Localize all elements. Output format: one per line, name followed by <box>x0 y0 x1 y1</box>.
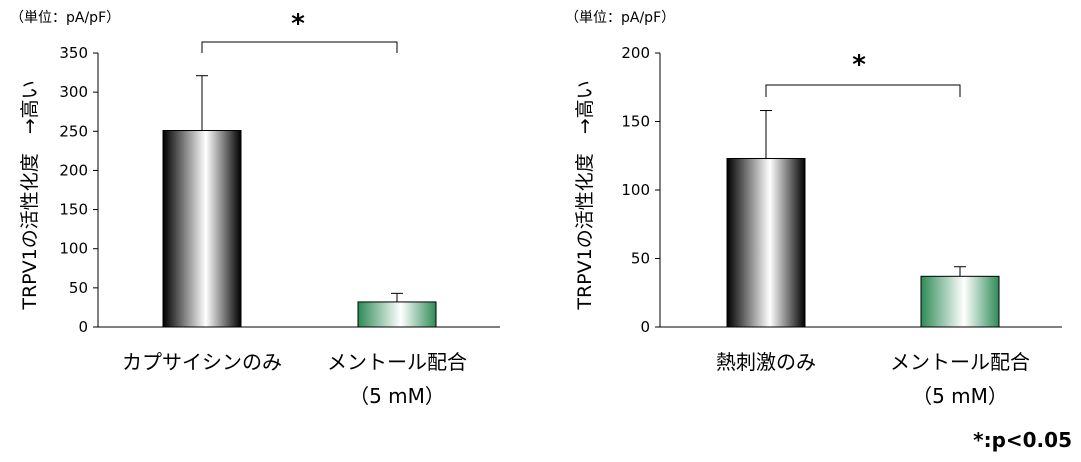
category-label-1-sub: （5 mM） <box>349 384 445 408</box>
y-tick-labels: 0 50 100 150 200 <box>621 44 660 336</box>
bars <box>726 110 1000 328</box>
y-tick-label: 350 <box>59 44 88 62</box>
chart-heat: （単位：pA/pF） TRPV1の活性化度 →高い 0 50 100 150 200 熱… <box>565 10 1062 408</box>
axes <box>97 53 500 328</box>
chart-capsaicin: （単位：pA/pF） TRPV1の活性化度 →高い 0 50 100 150 200 25… <box>10 9 500 408</box>
y-tick-label: 250 <box>59 122 88 140</box>
y-tick-label: 0 <box>78 318 88 336</box>
bar-0 <box>726 157 806 328</box>
significance-mark: * <box>291 9 305 39</box>
y-tick-label: 150 <box>621 113 650 131</box>
significance-bracket <box>765 84 961 97</box>
category-label-0: 熱刺激のみ <box>716 350 816 374</box>
category-label-1-sub: （5 mM） <box>912 384 1008 408</box>
footnote-p-value: *:p<0.05 <box>973 428 1072 452</box>
y-tick-label: 200 <box>621 44 650 62</box>
category-label-1: メントール配合 <box>890 350 1030 374</box>
category-label-1: メントール配合 <box>327 350 467 374</box>
y-tick-label: 200 <box>59 161 88 179</box>
bar-1 <box>920 275 1000 328</box>
y-tick-label: 50 <box>69 279 88 297</box>
y-tick-label: 100 <box>59 240 88 258</box>
y-tick-label: 150 <box>59 201 88 219</box>
unit-label: （単位：pA/pF） <box>10 10 120 26</box>
axes <box>659 53 1062 328</box>
y-tick-label: 0 <box>640 318 650 336</box>
bar-1 <box>357 301 437 328</box>
category-label-0: カプサイシンのみ <box>122 350 282 374</box>
y-axis-label: TRPV1の活性化度 →高い <box>574 80 596 310</box>
bracket-line <box>201 41 398 53</box>
y-axis-label: TRPV1の活性化度 →高い <box>19 80 41 310</box>
significance-mark: * <box>852 50 866 80</box>
bars <box>162 75 437 328</box>
y-tick-label: 100 <box>621 181 650 199</box>
bracket-line <box>765 84 961 97</box>
y-tick-label: 300 <box>59 83 88 101</box>
unit-label: （単位：pA/pF） <box>565 10 675 26</box>
y-tick-labels: 0 50 100 150 200 250 300 350 <box>59 44 98 336</box>
y-tick-label: 50 <box>631 250 650 268</box>
significance-bracket <box>201 41 398 53</box>
bar-0 <box>162 130 242 328</box>
